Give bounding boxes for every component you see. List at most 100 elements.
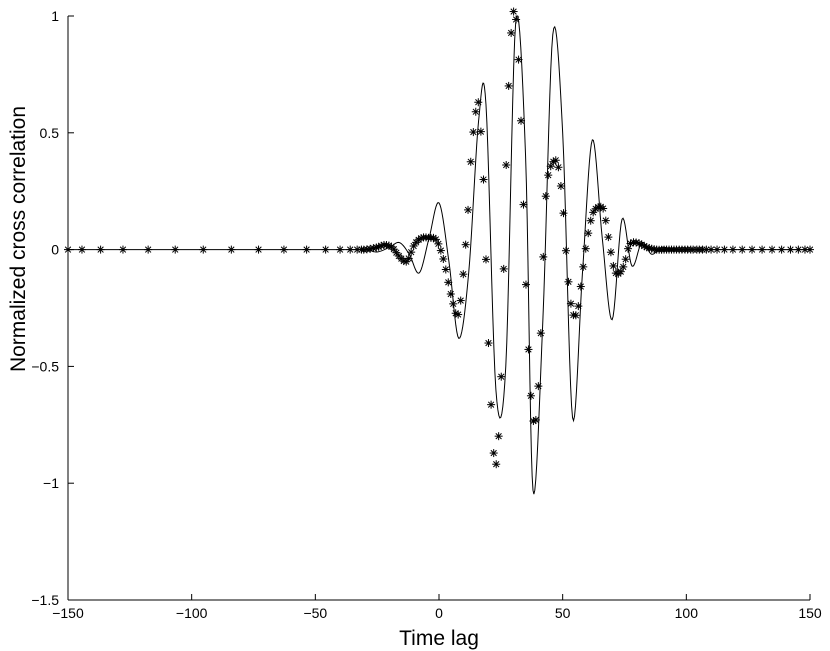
- asterisk-marker: [606, 248, 615, 257]
- asterisk-marker: [514, 55, 523, 64]
- asterisk-marker: [502, 161, 511, 170]
- asterisk-marker: [556, 182, 565, 191]
- asterisk-marker: [748, 245, 757, 254]
- asterisk-marker: [77, 245, 86, 254]
- asterisk-marker: [199, 245, 208, 254]
- y-tick-label: 0.5: [40, 125, 60, 141]
- y-tick-label: 0: [51, 242, 59, 258]
- x-axis-label: Time lag: [399, 627, 479, 650]
- asterisk-marker: [279, 245, 288, 254]
- asterisk-marker: [439, 254, 448, 263]
- asterisk-marker: [434, 239, 443, 248]
- asterisk-marker: [449, 299, 458, 308]
- asterisk-marker: [336, 245, 345, 254]
- y-tick-label: 1: [51, 8, 59, 24]
- asterisk-marker: [481, 255, 490, 264]
- asterisk-marker: [454, 310, 463, 319]
- asterisk-marker: [541, 192, 550, 201]
- asterisk-marker: [707, 245, 716, 254]
- asterisk-marker: [576, 282, 585, 291]
- asterisk-marker: [574, 302, 583, 311]
- asterisk-marker: [171, 245, 180, 254]
- asterisk-marker: [544, 171, 553, 180]
- asterisk-marker: [469, 128, 478, 137]
- asterisk-marker: [431, 235, 440, 244]
- asterisk-marker: [471, 107, 480, 116]
- asterisk-marker: [346, 245, 355, 254]
- asterisk-marker: [758, 245, 767, 254]
- asterisk-marker: [302, 245, 311, 254]
- asterisk-marker: [586, 216, 595, 225]
- y-axis-label: Normalized cross correlation: [7, 106, 30, 372]
- asterisk-marker: [409, 242, 418, 251]
- asterisk-marker: [621, 255, 630, 264]
- asterisk-marker: [713, 245, 722, 254]
- asterisk-marker: [118, 245, 127, 254]
- asterisk-marker: [484, 339, 493, 348]
- asterisk-marker: [571, 311, 580, 320]
- asterisk-marker: [521, 280, 530, 289]
- asterisk-marker: [446, 290, 455, 299]
- asterisk-marker: [786, 245, 795, 254]
- asterisk-marker: [404, 254, 413, 263]
- asterisk-marker: [441, 265, 450, 274]
- axes-frame: [67, 16, 810, 601]
- asterisk-marker: [720, 245, 729, 254]
- asterisk-marker: [579, 262, 588, 271]
- asterisk-marker: [559, 209, 568, 218]
- x-ticks: −150 −100 −50 0 50 100 150: [52, 594, 822, 621]
- asterisk-marker: [564, 277, 573, 286]
- asterisk-marker: [254, 245, 263, 254]
- asterisk-marker: [492, 460, 501, 469]
- asterisk-marker: [777, 245, 786, 254]
- asterisk-marker: [517, 116, 526, 125]
- asterisk-marker: [601, 216, 610, 225]
- asterisk-marker: [604, 233, 613, 242]
- asterisk-marker: [444, 278, 453, 287]
- asterisk-marker: [476, 127, 485, 136]
- asterisk-marker: [466, 157, 475, 166]
- x-tick-label: −150: [52, 605, 84, 621]
- asterisk-marker: [539, 252, 548, 261]
- asterisk-marker: [551, 156, 560, 165]
- asterisk-marker: [512, 15, 521, 24]
- x-tick-label: −50: [303, 605, 327, 621]
- asterisk-marker: [96, 245, 105, 254]
- x-tick-label: −100: [176, 605, 208, 621]
- asterisk-marker: [599, 204, 608, 213]
- asterisk-marker: [526, 391, 535, 400]
- asterisk-marker: [768, 245, 777, 254]
- asterisk-marker: [806, 245, 814, 254]
- asterisk-marker: [616, 267, 625, 276]
- asterisk-marker: [464, 205, 473, 214]
- asterisk-marker: [534, 382, 543, 391]
- asterisk-marker: [524, 345, 533, 354]
- asterisk-marker: [619, 262, 628, 271]
- asterisk-marker: [227, 245, 236, 254]
- asterisk-marker: [794, 245, 803, 254]
- asterisk-marker: [519, 200, 528, 209]
- asterisk-marker: [728, 245, 737, 254]
- x-tick-label: 100: [675, 605, 699, 621]
- asterisk-marker: [64, 245, 72, 254]
- y-tick-label: −0.5: [31, 358, 59, 374]
- asterisk-marker: [609, 261, 618, 270]
- asterisk-marker: [461, 240, 470, 249]
- y-tick-label: −1: [43, 475, 59, 491]
- asterisk-marker: [584, 229, 593, 238]
- series-layer: [64, 7, 814, 495]
- asterisk-marker: [407, 248, 416, 257]
- asterisk-marker: [566, 299, 575, 308]
- x-tick-label: 50: [555, 605, 571, 621]
- asterisk-marker: [581, 244, 590, 253]
- asterisk-marker: [474, 98, 483, 107]
- asterisk-marker: [531, 415, 540, 424]
- asterisk-marker: [536, 329, 545, 338]
- asterisk-marker: [497, 372, 506, 381]
- asterisk-marker: [546, 162, 555, 171]
- x-tick-label: 0: [435, 605, 443, 621]
- asterisk-marker: [499, 264, 508, 273]
- asterisk-marker: [507, 28, 516, 37]
- asterisk-marker: [504, 81, 513, 90]
- asterisk-marker: [738, 245, 747, 254]
